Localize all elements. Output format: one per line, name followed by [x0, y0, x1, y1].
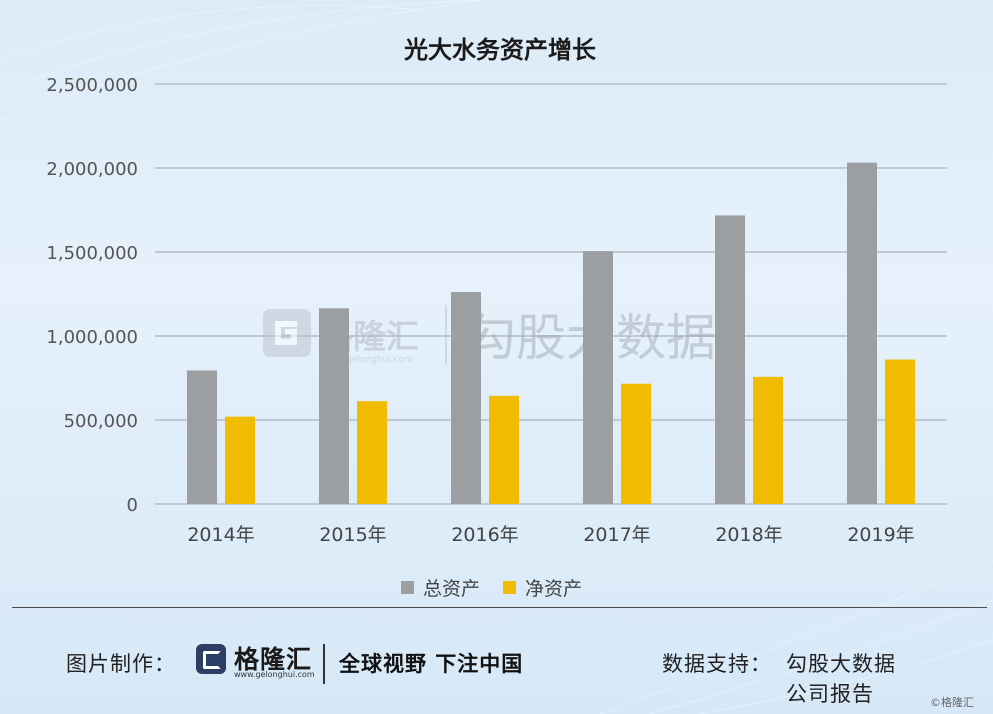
- bar-total-assets-2017年: [583, 251, 613, 504]
- footer-separator: [323, 644, 325, 684]
- bar-total-assets-2015年: [319, 308, 349, 504]
- data-support-source-2: 公司报告: [786, 682, 874, 706]
- logo-url: www.gelonghui.com: [234, 670, 315, 679]
- y-tick-label: 2,000,000: [46, 159, 138, 180]
- legend-label: 净资产: [525, 578, 582, 600]
- footer: 图片制作： 格隆汇 www.gelonghui.com 全球视野 下注中国 数据…: [0, 608, 993, 714]
- bar-net-assets-2014年: [225, 416, 255, 504]
- legend-swatch: [503, 581, 516, 594]
- x-tick-label: 2016年: [451, 524, 518, 546]
- made-by-label: 图片制作：: [66, 652, 176, 676]
- x-axis-tick-labels: 2014年 2015年 2016年 2017年 2018年 2019年: [187, 524, 914, 546]
- x-tick-label: 2015年: [319, 524, 386, 546]
- bar-net-assets-2019年: [885, 359, 915, 504]
- logo-text: 格隆汇: [234, 645, 313, 674]
- y-tick-label: 1,500,000: [46, 243, 138, 264]
- bar-total-assets-2014年: [187, 370, 217, 504]
- legend: 总资产 净资产: [401, 578, 582, 600]
- x-tick-label: 2019年: [847, 524, 914, 546]
- copyright-mark: ©格隆汇: [930, 696, 974, 709]
- data-support-source-1: 勾股大数据: [786, 652, 896, 676]
- bar-chart: 光大水务资产增长 0 500,000 1,000,000 1,500,000 2,000…: [46, 36, 947, 600]
- x-tick-label: 2018年: [715, 524, 782, 546]
- logo-icon: [196, 644, 226, 674]
- bar-net-assets-2016年: [489, 395, 519, 504]
- y-tick-label: 1,000,000: [46, 327, 138, 348]
- slogan: 全球视野 下注中国: [339, 652, 524, 676]
- footer-divider: [12, 607, 987, 608]
- bars: [187, 162, 915, 504]
- bar-net-assets-2018年: [753, 376, 783, 504]
- bar-net-assets-2015年: [357, 401, 387, 504]
- y-tick-label: 500,000: [64, 411, 138, 432]
- chart-title: 光大水务资产增长: [403, 36, 597, 64]
- legend-swatch: [401, 581, 414, 594]
- y-tick-label: 2,500,000: [46, 75, 138, 96]
- bar-total-assets-2019年: [847, 162, 877, 504]
- bar-total-assets-2016年: [451, 291, 481, 504]
- legend-label: 总资产: [423, 578, 480, 600]
- bar-net-assets-2017年: [621, 383, 651, 504]
- gelonghui-logo: 格隆汇 www.gelonghui.com: [196, 640, 321, 680]
- watermark-logo-url: www.gelonghui.com: [322, 355, 413, 365]
- grid-lines: [155, 83, 947, 505]
- data-support-label: 数据支持：: [662, 652, 772, 676]
- y-axis-tick-labels: 0 500,000 1,000,000 1,500,000 2,000,000 2,500…: [46, 75, 138, 516]
- y-tick-label: 0: [127, 495, 138, 516]
- x-tick-label: 2017年: [583, 524, 650, 546]
- x-tick-label: 2014年: [187, 524, 254, 546]
- bar-total-assets-2018年: [715, 215, 745, 504]
